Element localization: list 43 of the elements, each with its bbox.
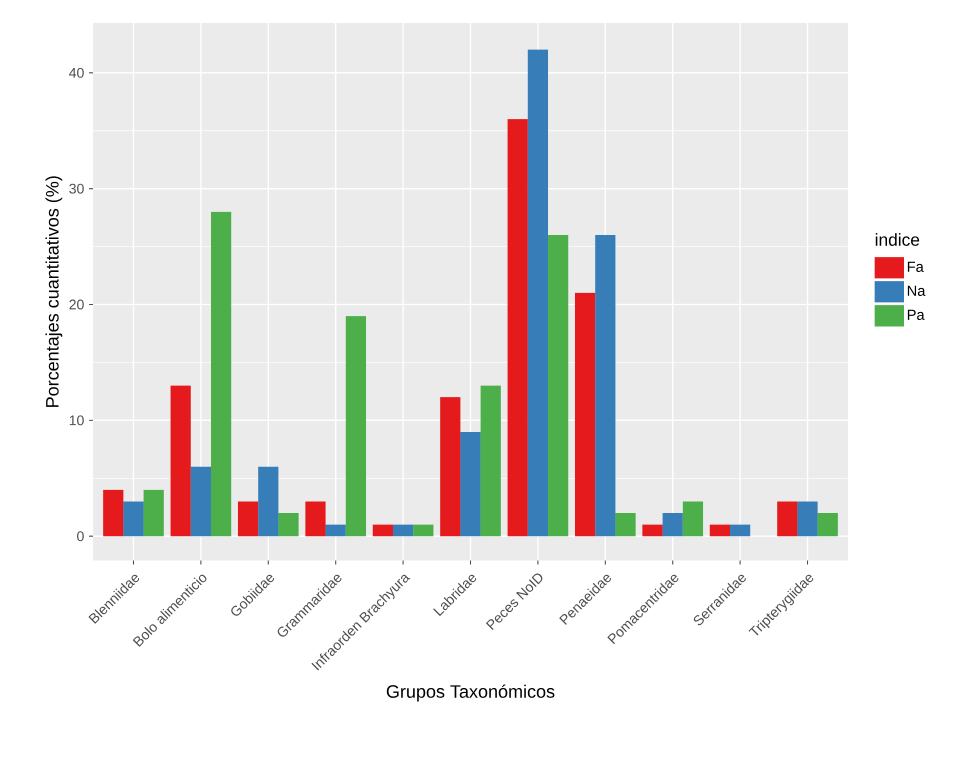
- bar: [123, 502, 144, 536]
- bar: [372, 524, 393, 536]
- bar: [305, 502, 326, 536]
- y-axis-title: Porcentajes cuantitativos (%): [45, 176, 62, 408]
- bar: [346, 316, 366, 536]
- y-tick-label: 10: [70, 416, 84, 426]
- bar: [710, 524, 730, 536]
- y-tick-label: 30: [69, 184, 84, 194]
- bar: [210, 212, 232, 536]
- bar: [818, 513, 838, 536]
- bar: [508, 119, 528, 536]
- bar: [170, 386, 191, 536]
- bar: [642, 524, 663, 536]
- bar: [777, 502, 798, 536]
- bar: [662, 513, 683, 536]
- bar: [548, 235, 568, 536]
- bar: [480, 386, 501, 536]
- bar: [326, 524, 346, 536]
- bar: [413, 524, 434, 536]
- bar: [238, 502, 258, 536]
- legend-label: Pa: [908, 310, 925, 320]
- y-tick-label: 40: [69, 68, 84, 78]
- bar: [103, 490, 124, 536]
- bar: [528, 50, 548, 536]
- bar: [278, 513, 299, 536]
- legend-label: Na: [908, 286, 926, 296]
- bar: [574, 293, 596, 536]
- bar: [258, 466, 278, 536]
- bar: [460, 432, 481, 536]
- bar: [615, 513, 636, 536]
- y-tick-label: 20: [69, 300, 84, 310]
- x-axis-title: Grupos Taxonómicos: [386, 684, 554, 702]
- bar: [440, 397, 460, 536]
- bar: [392, 524, 414, 536]
- bar: [797, 502, 818, 536]
- y-tick-label: 0: [77, 531, 84, 542]
- legend-title: indice: [876, 233, 920, 246]
- bar: [190, 466, 211, 536]
- bar: [144, 490, 164, 536]
- legend-label: Fa: [908, 262, 924, 272]
- bar: [595, 235, 616, 536]
- bar: [682, 502, 704, 536]
- bar: [730, 524, 750, 536]
